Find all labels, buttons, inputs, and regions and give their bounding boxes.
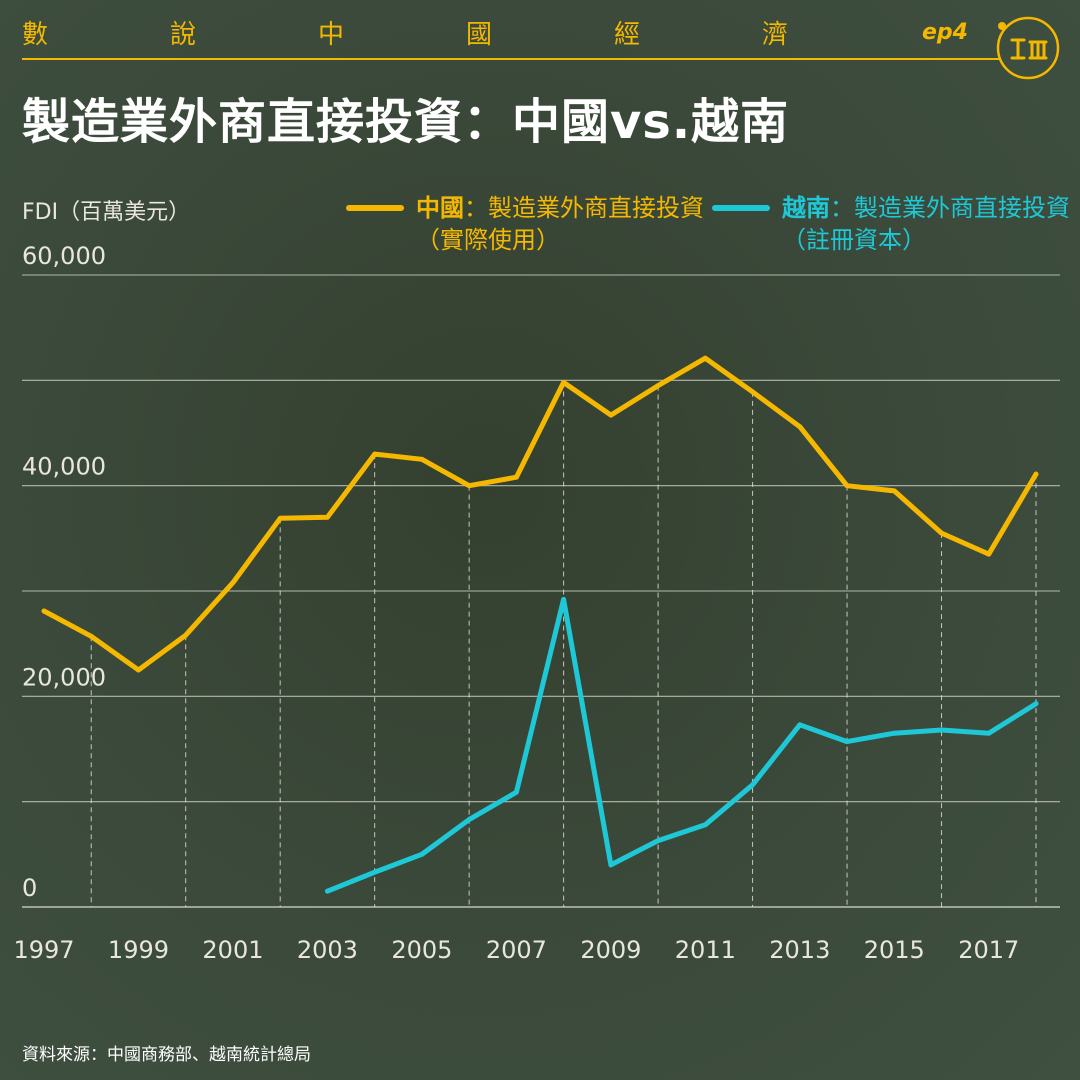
china-data-point — [466, 483, 472, 489]
legend-swatch-vietnam — [712, 205, 770, 211]
x-tick-label: 2003 — [297, 936, 358, 964]
vietnam-data-point — [891, 730, 897, 736]
fdi-line-chart: 0 20,000 40,000 60,000 1997 1999 2001 2003 2005 2… — [13, 242, 1060, 964]
x-tick-label: 2005 — [391, 936, 452, 964]
vietnam-data-point — [939, 727, 944, 733]
vietnam-data-point — [986, 730, 992, 736]
china-data-point — [608, 412, 614, 418]
china-series-line — [41, 355, 1039, 673]
series-title-char: 國 — [466, 20, 493, 50]
china-data-point — [419, 456, 425, 462]
x-tick-label: 2009 — [580, 936, 641, 964]
y-axis-unit: FDI（百萬美元） — [22, 200, 191, 225]
vietnam-data-point — [372, 869, 378, 875]
vietnam-data-point — [513, 789, 519, 795]
chart-title: 製造業外商直接投資：中國vs.越南 — [22, 94, 790, 150]
china-data-point — [372, 451, 378, 457]
legend-text-vietnam: 越南：製造業外商直接投資（註冊資本） — [782, 192, 1080, 256]
china-data-point — [277, 515, 283, 521]
series-title-char: 數 — [22, 20, 49, 50]
vietnam-data-point — [655, 838, 661, 844]
x-tick-label: 2015 — [864, 936, 925, 964]
y-tick-label: 20,000 — [22, 663, 106, 691]
china-data-point — [41, 608, 47, 614]
china-data-point — [183, 632, 189, 638]
episode-label: ep4 — [922, 20, 968, 45]
legend-name-vietnam: 越南 — [782, 194, 830, 222]
series-title-char: 說 — [170, 20, 197, 50]
china-data-point — [702, 355, 708, 361]
x-tick-label: 2013 — [769, 936, 830, 964]
vietnam-series-line — [324, 596, 1039, 894]
y-tick-label: 60,000 — [22, 242, 106, 270]
x-tick-label: 2017 — [958, 936, 1019, 964]
vietnam-data-point — [608, 862, 614, 868]
china-data-point — [136, 667, 141, 673]
legend-swatch-china — [346, 205, 404, 211]
china-data-point — [986, 551, 992, 557]
china-data-point — [325, 514, 330, 520]
china-data-point — [844, 483, 850, 489]
header-divider — [22, 58, 1000, 60]
china-data-point — [939, 530, 944, 536]
legend-desc-china: ：製造業外商直接投資（實際使用） — [416, 194, 704, 254]
legend-text-china: 中國：製造業外商直接投資（實際使用） — [416, 192, 716, 256]
china-data-point — [1033, 471, 1039, 477]
china-data-point — [88, 633, 94, 639]
vietnam-data-point — [844, 739, 850, 745]
vietnam-data-point — [466, 817, 472, 822]
vietnam-data-point — [1033, 701, 1039, 707]
china-data-point — [655, 383, 661, 388]
x-tick-label: 2001 — [202, 936, 263, 964]
china-data-point — [513, 474, 519, 480]
vietnam-data-point — [325, 888, 330, 894]
vietnam-data-point — [561, 597, 567, 602]
x-tick-label: 1997 — [13, 936, 74, 964]
china-data-point — [891, 488, 897, 494]
series-title: 數說中國經濟 — [22, 14, 962, 54]
y-tick-label: 0 — [22, 874, 37, 902]
series-title-char: 經 — [614, 20, 641, 50]
x-tick-label: 2011 — [675, 936, 736, 964]
y-tick-label: 40,000 — [22, 453, 106, 481]
vietnam-data-point — [750, 782, 755, 788]
legend-name-china: 中國 — [416, 194, 464, 222]
source-note: 資料來源：中國商務部、越南統計總局 — [22, 1045, 311, 1065]
china-data-point — [750, 389, 755, 395]
legend-desc-vietnam: ：製造業外商直接投資（註冊資本） — [782, 194, 1070, 254]
china-data-point — [561, 380, 567, 385]
series-title-char: 濟 — [762, 20, 789, 50]
vietnam-data-point — [702, 822, 708, 828]
china-data-point — [230, 580, 236, 585]
china-data-point — [797, 424, 803, 430]
series-title-char: 中 — [318, 20, 345, 50]
vietnam-data-point — [419, 851, 425, 857]
x-tick-label: 2007 — [486, 936, 547, 964]
vietnam-data-point — [797, 722, 803, 728]
initium-logo-icon — [996, 16, 1060, 80]
x-tick-label: 1999 — [108, 936, 169, 964]
